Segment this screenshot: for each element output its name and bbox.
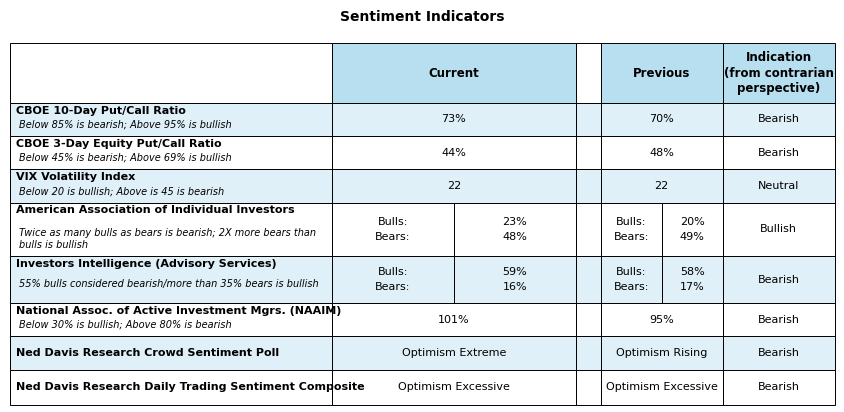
- Text: Optimism Rising: Optimism Rising: [615, 348, 706, 358]
- Bar: [332, 256, 453, 303]
- Bar: [10, 43, 332, 103]
- Bar: [10, 203, 332, 256]
- Text: Bearish: Bearish: [757, 348, 798, 358]
- Bar: [332, 103, 576, 136]
- Bar: [453, 203, 576, 256]
- Bar: [576, 103, 600, 136]
- Bar: [722, 136, 834, 169]
- Bar: [576, 203, 600, 256]
- Bar: [332, 136, 576, 169]
- Bar: [600, 169, 722, 203]
- Text: Neutral: Neutral: [757, 181, 798, 191]
- Text: 95%: 95%: [648, 315, 674, 325]
- Bar: [332, 303, 576, 336]
- Text: Bulls:
Bears:: Bulls: Bears:: [375, 267, 410, 292]
- Text: Bearish: Bearish: [757, 315, 798, 325]
- Bar: [576, 370, 600, 405]
- Bar: [722, 203, 834, 256]
- Bar: [10, 336, 332, 370]
- Bar: [722, 256, 834, 303]
- Text: Current: Current: [428, 67, 479, 80]
- Bar: [576, 169, 600, 203]
- Bar: [576, 336, 600, 370]
- Text: 48%: 48%: [648, 148, 674, 158]
- Bar: [722, 336, 834, 370]
- Bar: [332, 169, 576, 203]
- Bar: [576, 136, 600, 169]
- Bar: [10, 303, 332, 336]
- Bar: [600, 203, 661, 256]
- Text: Below 20 is bullish; Above is 45 is bearish: Below 20 is bullish; Above is 45 is bear…: [19, 186, 224, 196]
- Text: Bullish: Bullish: [760, 225, 797, 234]
- Bar: [10, 370, 332, 405]
- Text: Below 85% is bearish; Above 95% is bullish: Below 85% is bearish; Above 95% is bulli…: [19, 120, 231, 130]
- Text: 70%: 70%: [648, 115, 674, 124]
- Bar: [600, 136, 722, 169]
- Text: Ned Davis Research Crowd Sentiment Poll: Ned Davis Research Crowd Sentiment Poll: [16, 348, 279, 358]
- Bar: [576, 256, 600, 303]
- Text: 22: 22: [446, 181, 461, 191]
- Text: 59%
16%: 59% 16%: [502, 267, 527, 292]
- Bar: [722, 169, 834, 203]
- Bar: [661, 256, 722, 303]
- Text: 22: 22: [654, 181, 668, 191]
- Text: Bearish: Bearish: [757, 382, 798, 392]
- Text: Optimism Extreme: Optimism Extreme: [401, 348, 506, 358]
- Bar: [10, 256, 332, 303]
- Text: National Assoc. of Active Investment Mgrs. (NAAIM): National Assoc. of Active Investment Mgr…: [16, 306, 341, 316]
- Text: Below 45% is bearish; Above 69% is bullish: Below 45% is bearish; Above 69% is bulli…: [19, 153, 231, 163]
- Text: Bearish: Bearish: [757, 148, 798, 158]
- Bar: [722, 103, 834, 136]
- Bar: [576, 43, 600, 103]
- Text: Below 30% is bullish; Above 80% is bearish: Below 30% is bullish; Above 80% is beari…: [19, 320, 231, 330]
- Text: 101%: 101%: [437, 315, 469, 325]
- Text: CBOE 3-Day Equity Put/Call Ratio: CBOE 3-Day Equity Put/Call Ratio: [16, 139, 221, 149]
- Text: Bulls:
Bears:: Bulls: Bears:: [613, 217, 648, 242]
- Text: 44%: 44%: [441, 148, 466, 158]
- Text: Previous: Previous: [632, 67, 690, 80]
- Text: 23%
48%: 23% 48%: [502, 217, 527, 242]
- Text: Bearish: Bearish: [757, 115, 798, 124]
- Text: Bulls:
Bears:: Bulls: Bears:: [613, 267, 648, 292]
- Text: Sentiment Indicators: Sentiment Indicators: [340, 10, 504, 24]
- Bar: [332, 203, 453, 256]
- Bar: [332, 336, 576, 370]
- Bar: [722, 43, 834, 103]
- Bar: [600, 303, 722, 336]
- Bar: [661, 203, 722, 256]
- Text: 20%
49%: 20% 49%: [679, 217, 704, 242]
- Bar: [600, 256, 661, 303]
- Bar: [453, 256, 576, 303]
- Text: 73%: 73%: [441, 115, 466, 124]
- Text: VIX Volatility Index: VIX Volatility Index: [16, 172, 135, 182]
- Bar: [10, 136, 332, 169]
- Text: Indication
(from contrarian
perspective): Indication (from contrarian perspective): [723, 51, 833, 95]
- Bar: [722, 303, 834, 336]
- Text: American Association of Individual Investors: American Association of Individual Inves…: [16, 206, 295, 215]
- Text: CBOE 10-Day Put/Call Ratio: CBOE 10-Day Put/Call Ratio: [16, 106, 186, 116]
- Bar: [10, 169, 332, 203]
- Bar: [600, 43, 722, 103]
- Text: Investors Intelligence (Advisory Services): Investors Intelligence (Advisory Service…: [16, 259, 276, 269]
- Text: Ned Davis Research Daily Trading Sentiment Composite: Ned Davis Research Daily Trading Sentime…: [16, 382, 365, 392]
- Bar: [722, 370, 834, 405]
- Text: Optimism Excessive: Optimism Excessive: [398, 382, 509, 392]
- Text: Optimism Excessive: Optimism Excessive: [605, 382, 717, 392]
- Bar: [600, 336, 722, 370]
- Bar: [10, 103, 332, 136]
- Text: 58%
17%: 58% 17%: [679, 267, 704, 292]
- Text: Bearish: Bearish: [757, 274, 798, 285]
- Bar: [332, 43, 576, 103]
- Bar: [600, 103, 722, 136]
- Text: 55% bulls considered bearish/more than 35% bears is bullish: 55% bulls considered bearish/more than 3…: [19, 279, 318, 289]
- Bar: [600, 370, 722, 405]
- Bar: [332, 370, 576, 405]
- Text: Bulls:
Bears:: Bulls: Bears:: [375, 217, 410, 242]
- Text: Twice as many bulls as bears is bearish; 2X more bears than
bulls is bullish: Twice as many bulls as bears is bearish;…: [19, 228, 315, 250]
- Bar: [576, 303, 600, 336]
